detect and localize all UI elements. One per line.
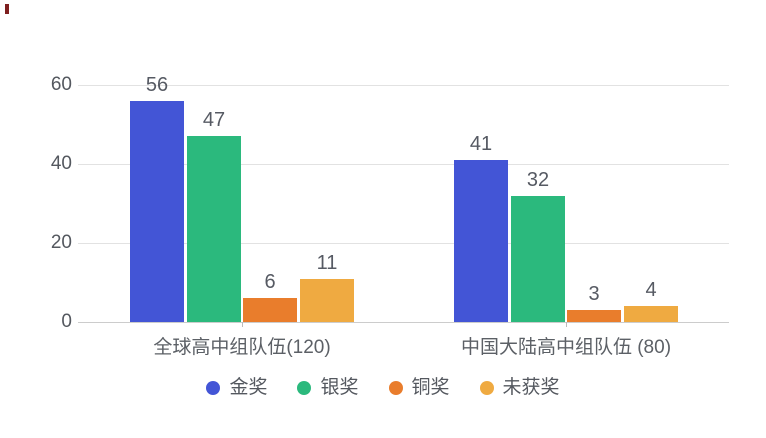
gridline-y-20 <box>78 242 729 244</box>
legend-dot-icon <box>479 381 494 395</box>
plot-area <box>78 84 729 327</box>
legend-item-no-award[interactable]: 未获奖 <box>479 376 560 400</box>
bar-value-label-silver-category-0: 47 <box>202 109 226 131</box>
bar-value-label-bronze-category-0: 6 <box>264 271 276 293</box>
bar-silver-category-0[interactable] <box>187 136 241 322</box>
y-axis-tick-label: 40 <box>50 153 72 174</box>
y-axis-tick-label: 20 <box>50 232 72 253</box>
corner-artifact <box>5 4 9 14</box>
bar-gold-category-0[interactable] <box>130 101 184 322</box>
gridline-y-60 <box>78 84 729 86</box>
legend-item-label: 银奖 <box>320 377 359 398</box>
legend-item-label: 铜奖 <box>411 377 450 398</box>
y-axis-tick-label: 0 <box>61 311 72 332</box>
legend-dot-icon <box>297 381 312 395</box>
legend-item-label: 金奖 <box>229 377 268 398</box>
x-axis-tick <box>566 322 567 327</box>
legend-item-label: 未获奖 <box>502 377 560 398</box>
legend-item-gold[interactable]: 金奖 <box>206 376 267 400</box>
bar-value-label-gold-category-0: 56 <box>145 74 169 96</box>
bar-value-label-no-award-category-0: 11 <box>316 252 338 274</box>
bar-value-label-silver-category-1: 32 <box>526 169 550 191</box>
bar-no-award-category-0[interactable] <box>300 279 354 322</box>
bar-bronze-category-1[interactable] <box>567 310 621 322</box>
bar-silver-category-1[interactable] <box>511 196 565 322</box>
bar-bronze-category-0[interactable] <box>243 298 297 322</box>
legend-item-bronze[interactable]: 铜奖 <box>388 376 450 400</box>
gridline-y-40 <box>78 163 729 165</box>
x-axis-tick <box>242 322 243 327</box>
legend-dot-icon <box>206 381 221 395</box>
x-axis-line <box>78 322 729 323</box>
legend-dot-icon <box>388 381 403 395</box>
category-label-1: 中国大陆高中组队伍 (80) <box>460 337 672 358</box>
bar-gold-category-1[interactable] <box>454 160 508 322</box>
y-axis-tick-label: 60 <box>50 74 72 95</box>
legend: 金奖 银奖 铜奖 未获奖 <box>0 376 766 400</box>
bar-no-award-category-1[interactable] <box>624 306 678 322</box>
legend-item-silver[interactable]: 银奖 <box>297 376 359 400</box>
category-label-0: 全球高中组队伍(120) <box>153 337 331 358</box>
bar-value-label-bronze-category-1: 3 <box>588 283 600 305</box>
bar-value-label-gold-category-1: 41 <box>469 133 493 155</box>
bar-value-label-no-award-category-1: 4 <box>645 279 657 301</box>
